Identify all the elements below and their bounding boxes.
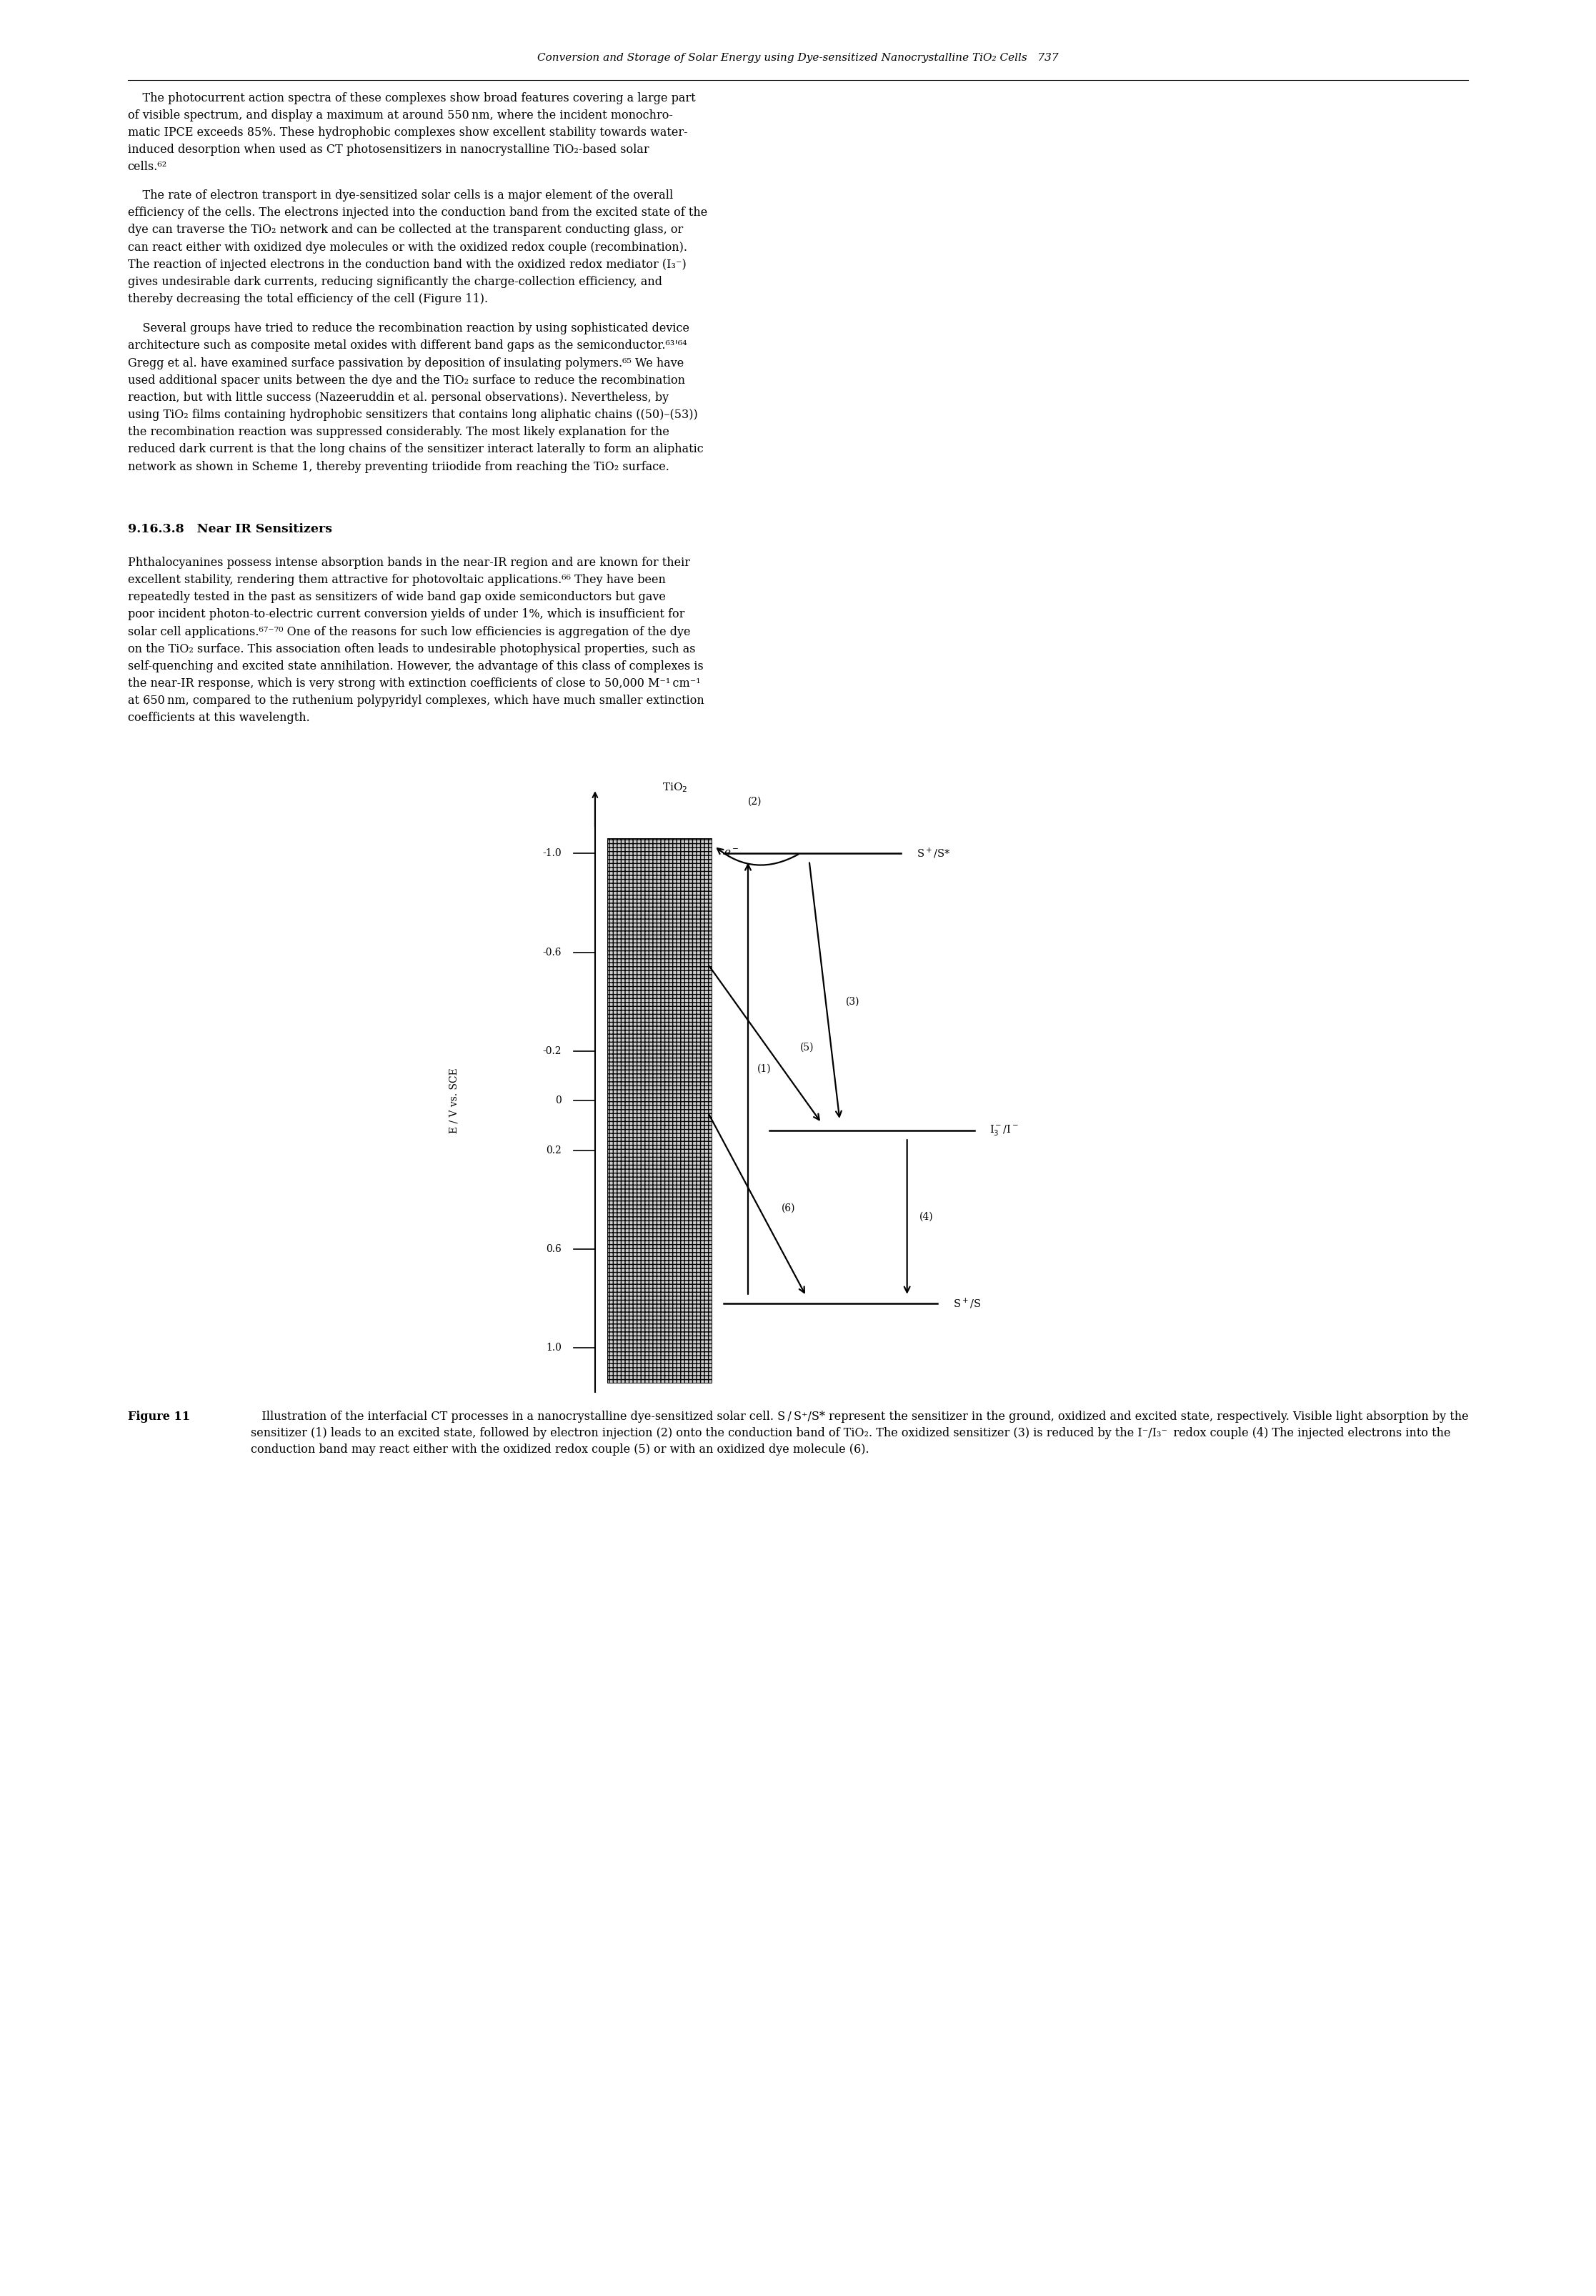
Text: (3): (3) <box>846 996 860 1006</box>
Text: (1): (1) <box>757 1063 771 1075</box>
Text: TiO$_2$: TiO$_2$ <box>662 781 688 794</box>
Text: 0.6: 0.6 <box>546 1244 562 1254</box>
Text: The rate of electron transport in dye-sensitized solar cells is a major element : The rate of electron transport in dye-se… <box>128 191 707 305</box>
Text: -0.2: -0.2 <box>543 1047 562 1056</box>
Text: (5): (5) <box>800 1042 814 1052</box>
Text: The photocurrent action spectra of these complexes show broad features covering : The photocurrent action spectra of these… <box>128 92 696 172</box>
Text: Illustration of the interfacial CT processes in a nanocrystalline dye-sensitized: Illustration of the interfacial CT proce… <box>251 1412 1468 1456</box>
Text: -1.0: -1.0 <box>543 847 562 859</box>
Text: 1.0: 1.0 <box>546 1343 562 1352</box>
Text: (2): (2) <box>749 797 761 806</box>
Text: E / V vs. SCE: E / V vs. SCE <box>450 1068 460 1134</box>
Text: Figure 11: Figure 11 <box>128 1412 190 1424</box>
Text: S$^+$/S: S$^+$/S <box>953 1297 982 1311</box>
Text: Several groups have tried to reduce the recombination reaction by using sophisti: Several groups have tried to reduce the … <box>128 321 704 473</box>
Text: 0: 0 <box>555 1095 562 1107</box>
Text: Conversion and Storage of Solar Energy using Dye-sensitized Nanocrystalline TiO₂: Conversion and Storage of Solar Energy u… <box>538 53 1058 62</box>
Text: S$^+$/S*: S$^+$/S* <box>916 847 950 861</box>
FancyArrowPatch shape <box>717 847 798 866</box>
Text: I$_3^-$/I$^-$: I$_3^-$/I$^-$ <box>990 1123 1020 1137</box>
Text: e$^-$: e$^-$ <box>723 847 739 859</box>
Text: Phthalocyanines possess intense absorption bands in the near-IR region and are k: Phthalocyanines possess intense absorpti… <box>128 556 704 723</box>
Text: (4): (4) <box>919 1212 934 1221</box>
Text: 0.2: 0.2 <box>546 1146 562 1155</box>
Text: -0.6: -0.6 <box>543 948 562 957</box>
Text: (6): (6) <box>782 1203 795 1212</box>
Text: 9.16.3.8   Near IR Sensitizers: 9.16.3.8 Near IR Sensitizers <box>128 523 332 535</box>
Bar <box>606 838 712 1382</box>
